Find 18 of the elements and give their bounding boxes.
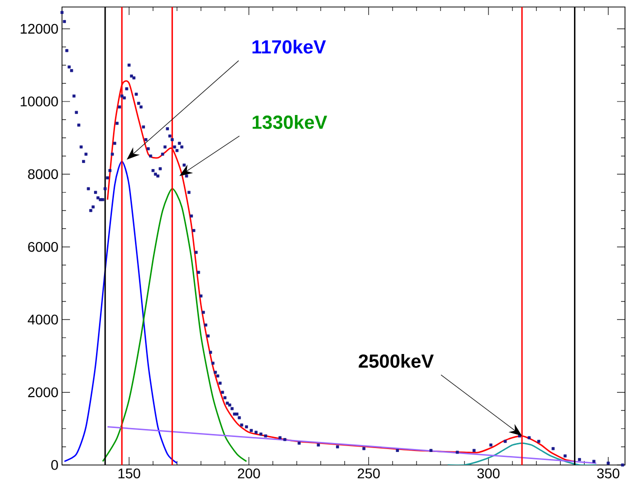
y-tick-label: 2000 — [28, 387, 58, 398]
annotation: 2500keV — [358, 354, 434, 368]
line-series — [102, 188, 248, 462]
y-tick-label: 6000 — [28, 242, 58, 252]
y-tick-label: 10000 — [20, 96, 58, 106]
line-series — [64, 160, 178, 464]
x-tick-label: 150 — [118, 468, 140, 478]
y-tick-label: 8000 — [28, 169, 58, 180]
x-tick-label: 350 — [597, 468, 620, 478]
y-tick-label: 4000 — [28, 314, 58, 325]
x-tick-label: 200 — [238, 468, 260, 478]
y-tick-label: 0 — [51, 460, 58, 470]
x-tick-label: 250 — [358, 468, 380, 478]
x-tick-label: 300 — [477, 468, 500, 478]
y-tick-label: 12000 — [20, 24, 58, 34]
annotation: 1330keV — [252, 115, 328, 129]
line-series — [447, 442, 597, 465]
annotation: 1170keV — [252, 40, 326, 54]
